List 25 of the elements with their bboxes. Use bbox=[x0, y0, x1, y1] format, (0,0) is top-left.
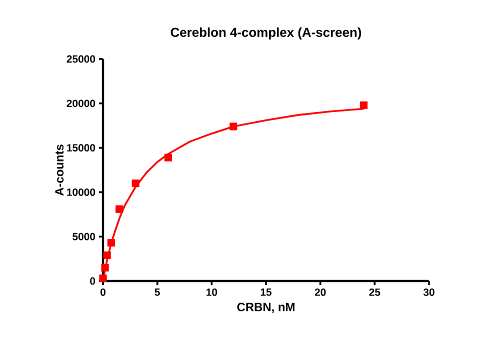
point bbox=[103, 251, 111, 260]
x-tick-label: 25 bbox=[369, 288, 380, 296]
x-tick-label: 10 bbox=[206, 288, 218, 296]
x-tick-label: 20 bbox=[314, 288, 326, 296]
y-tick-label: 20000 bbox=[66, 100, 96, 108]
x-tick-label: 5 bbox=[154, 288, 160, 296]
point bbox=[164, 154, 172, 162]
point bbox=[107, 239, 115, 247]
x-tick-label: 30 bbox=[423, 288, 434, 296]
point bbox=[360, 101, 368, 109]
y-axis-title: A-counts bbox=[55, 144, 64, 196]
point bbox=[99, 274, 107, 282]
y-tick-label: 25000 bbox=[66, 55, 96, 63]
y-tick-label: 15000 bbox=[67, 144, 96, 152]
y-tick-label: 10000 bbox=[67, 188, 96, 196]
point bbox=[230, 122, 238, 130]
x-tick-label: 15 bbox=[260, 288, 272, 296]
chart-title: Cereblon 4-complex (A-screen) bbox=[170, 27, 362, 40]
point bbox=[132, 180, 140, 188]
x-axis-title: CRBN, nM bbox=[237, 302, 294, 313]
point bbox=[101, 264, 109, 272]
y-tick-label: 5000 bbox=[72, 232, 96, 240]
point bbox=[116, 205, 124, 213]
x-tick-label: 0 bbox=[100, 288, 106, 296]
y-tick-label: 0 bbox=[90, 277, 96, 285]
